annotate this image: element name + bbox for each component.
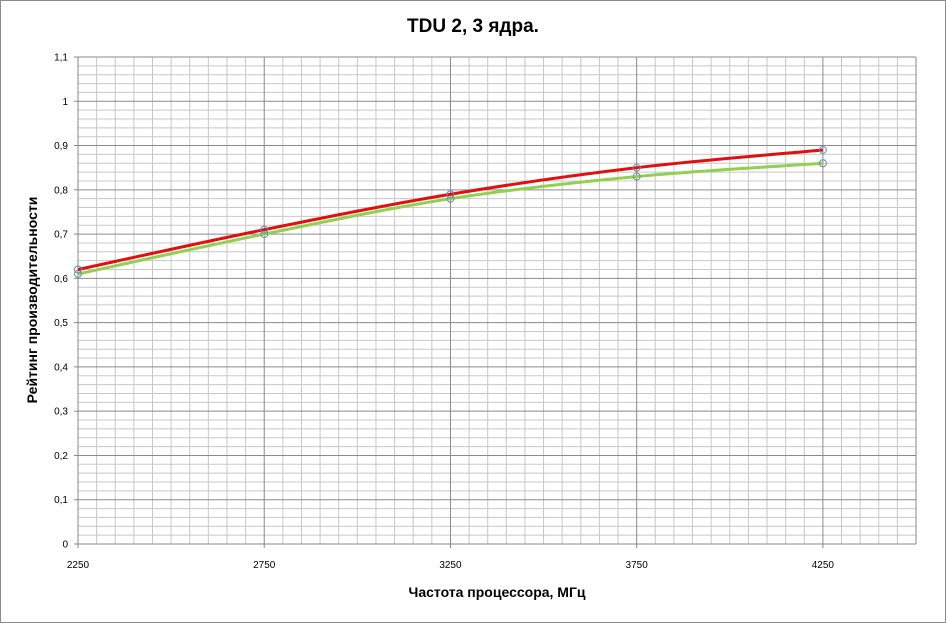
chart-title: TDU 2, 3 ядра. xyxy=(407,16,539,37)
y-tick-label: 0 xyxy=(62,540,68,551)
y-tick-label: 0,2 xyxy=(54,451,68,462)
y-tick-label: 0,3 xyxy=(54,407,68,418)
y-tick-label: 0,8 xyxy=(54,185,68,196)
y-tick-label: 0,6 xyxy=(54,274,68,285)
y-tick-label: 0,1 xyxy=(54,495,68,506)
y-tick-label: 0,4 xyxy=(54,362,68,373)
y-tick-label: 0,5 xyxy=(54,318,68,329)
series-1-point xyxy=(446,190,455,199)
series-1-line xyxy=(77,148,824,271)
series-2-point xyxy=(74,269,82,278)
series-1-point xyxy=(818,145,827,154)
series-1-point xyxy=(632,163,641,172)
series-2-point xyxy=(632,172,641,181)
x-tick-label: 2750 xyxy=(253,560,276,571)
x-tick-label: 4250 xyxy=(812,560,835,571)
x-tick-label: 3750 xyxy=(626,560,649,571)
y-tick-label: 1,1 xyxy=(54,53,68,64)
y-tick-label: 1 xyxy=(62,97,68,108)
series-2-line xyxy=(77,161,823,276)
series-1-point xyxy=(74,265,82,274)
series-2-point xyxy=(818,159,827,168)
series-1-point xyxy=(260,225,269,234)
y-tick-label: 0,9 xyxy=(54,141,68,152)
x-tick-label: 2250 xyxy=(67,560,90,571)
y-tick-label: 0,7 xyxy=(54,230,68,241)
x-tick-label: 3250 xyxy=(439,560,462,571)
x-axis-label: Частота процессора, МГц xyxy=(408,584,586,600)
